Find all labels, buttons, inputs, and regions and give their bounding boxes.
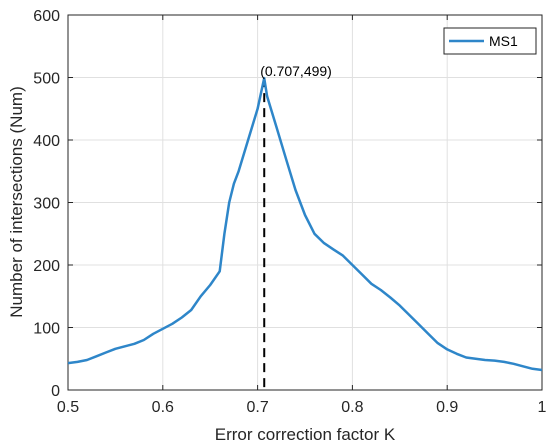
x-tick-label: 0.9 [436,399,458,416]
x-tick-labels: 0.5 0.6 0.7 0.8 0.9 1 [57,399,547,416]
y-tick-label: 500 [33,71,60,88]
x-axis-label: Error correction factor K [215,425,396,444]
y-tick-labels: 0 100 200 300 400 500 600 [33,8,60,400]
axis-ticks [67,14,543,391]
x-tick-label: 0.5 [57,399,79,416]
x-tick-label: 0.7 [246,399,268,416]
legend: MS1 [443,27,537,55]
y-tick-label: 300 [33,196,60,213]
y-tick-label: 600 [33,8,60,25]
y-tick-label: 200 [33,258,60,275]
x-tick-label: 1 [538,399,547,416]
legend-label-ms1: MS1 [489,33,518,49]
x-tick-label: 0.8 [341,399,363,416]
y-tick-label: 0 [51,383,60,400]
y-axis-label: Number of intersections (Num) [7,86,26,317]
peak-annotation: (0.707,499) [260,63,332,79]
y-tick-label: 400 [33,133,60,150]
y-tick-label: 100 [33,321,60,338]
series-line-ms1 [67,76,543,372]
x-tick-label: 0.6 [152,399,174,416]
